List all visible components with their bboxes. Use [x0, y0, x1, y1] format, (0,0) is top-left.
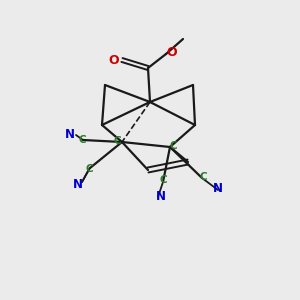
Text: C: C	[169, 141, 177, 151]
Text: N: N	[156, 190, 166, 202]
Text: C: C	[78, 135, 86, 145]
Text: O: O	[109, 53, 119, 67]
Text: C: C	[85, 164, 93, 174]
Text: N: N	[73, 178, 83, 190]
Text: N: N	[65, 128, 75, 142]
Text: C: C	[113, 136, 121, 146]
Text: C: C	[159, 175, 167, 185]
Text: N: N	[213, 182, 223, 196]
Text: C: C	[199, 172, 207, 182]
Text: O: O	[167, 46, 177, 59]
